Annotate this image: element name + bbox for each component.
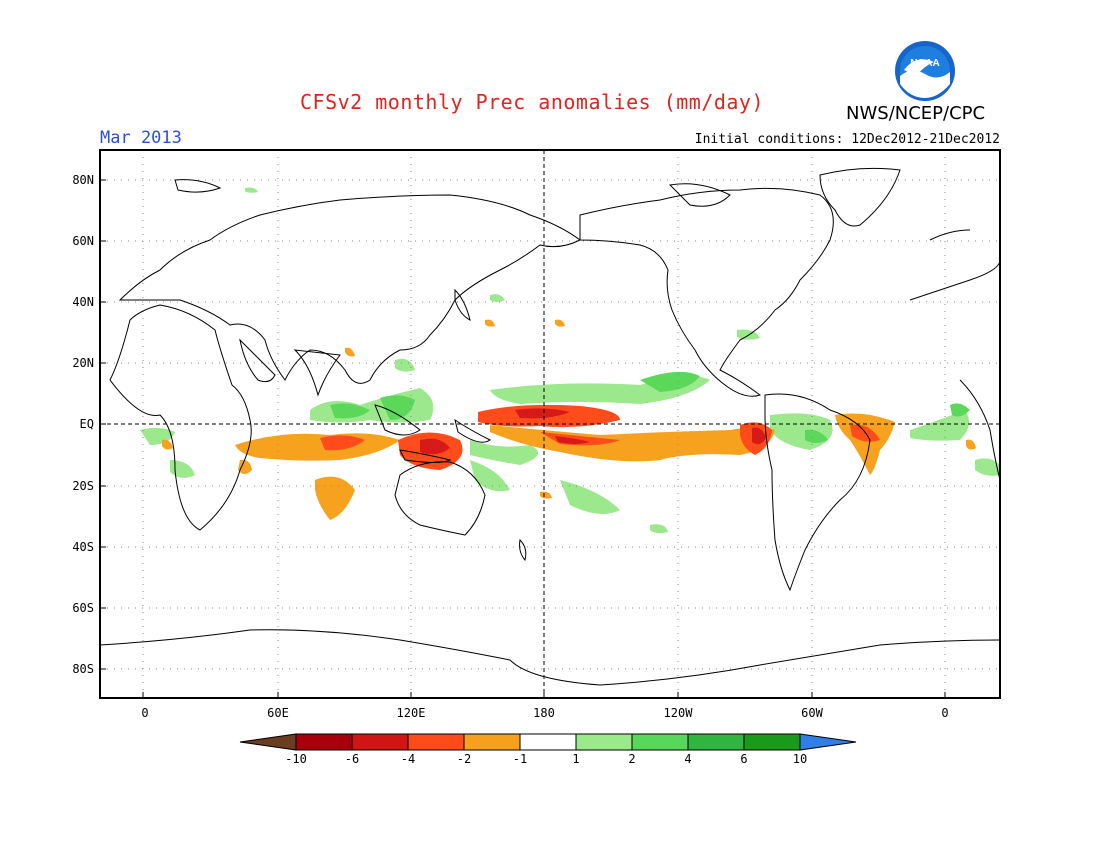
colorbar-label: -6 — [345, 752, 359, 766]
lon-label: 120W — [664, 706, 694, 720]
colorbar-label: 6 — [740, 752, 747, 766]
lon-label: 60E — [267, 706, 289, 720]
colorbar-label: 4 — [684, 752, 691, 766]
colorbar-bin — [575, 733, 633, 751]
colorbar-bin — [407, 733, 465, 751]
colorbar-bin — [463, 733, 521, 751]
agency-label: NWS/NCEP/CPC — [846, 103, 986, 124]
colorbar-bin — [351, 733, 409, 751]
colorbar-bin — [239, 733, 297, 751]
lat-label: 80S — [72, 662, 94, 676]
colorbar-label: -10 — [285, 752, 307, 766]
wet-anomaly-regions — [140, 187, 1000, 534]
lon-label: 0 — [141, 706, 148, 720]
colorbar-label: -1 — [513, 752, 527, 766]
lat-label: 40S — [72, 540, 94, 554]
map-title: CFSv2 monthly Prec anomalies (mm/day) — [300, 90, 765, 114]
latitude-labels: 80N 60N 40N 20N EQ 20S 40S 60S 80S — [72, 173, 94, 676]
lat-label: 80N — [72, 173, 94, 187]
colorbar-bin — [687, 733, 745, 751]
colorbar-label: 1 — [572, 752, 579, 766]
colorbar-bin — [519, 733, 577, 751]
axis-ticks — [100, 179, 946, 698]
colorbar-bin — [295, 733, 353, 751]
equator-dateline — [100, 150, 1000, 698]
lon-label: 60W — [801, 706, 823, 720]
colorbar-label: -2 — [457, 752, 471, 766]
colorbar-label: 2 — [628, 752, 635, 766]
valid-month-label: Mar 2013 — [100, 128, 182, 148]
logo-text: NOAA — [910, 58, 939, 69]
lat-label: 20S — [72, 479, 94, 493]
initial-conditions-label: Initial conditions: 12Dec2012-21Dec2012 — [694, 132, 1000, 147]
lat-label: 60S — [72, 601, 94, 615]
coastlines — [100, 167, 1000, 686]
colorbar-bin — [799, 733, 857, 751]
lon-label: 120E — [397, 706, 426, 720]
colorbar-label: 10 — [793, 752, 807, 766]
colorbar-label: -4 — [401, 752, 415, 766]
lat-label: 40N — [72, 295, 94, 309]
lat-label: 20N — [72, 356, 94, 370]
colorbar-bin — [631, 733, 689, 751]
noaa-logo-icon: NOAA — [895, 41, 955, 101]
lat-label: EQ — [80, 417, 94, 431]
dry-anomaly-regions — [162, 319, 976, 520]
lon-label: 0 — [941, 706, 948, 720]
lat-label: 60N — [72, 234, 94, 248]
colorbar: -10 -6 -4 -2 -1 1 2 4 6 10 — [239, 733, 857, 766]
colorbar-bin — [743, 733, 801, 751]
lon-label: 180 — [533, 706, 555, 720]
longitude-labels: 0 60E 120E 180 120W 60W 0 — [141, 706, 948, 720]
